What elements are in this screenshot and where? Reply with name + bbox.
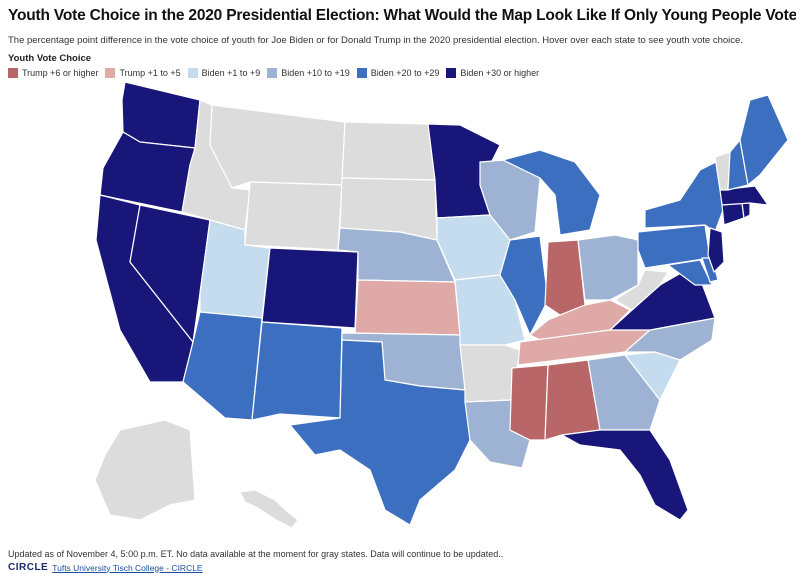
- state-rhode-island[interactable]: [741, 202, 751, 219]
- legend-swatch: [446, 68, 457, 78]
- state-new-mexico[interactable]: [251, 321, 343, 421]
- legend-swatch: [8, 68, 18, 78]
- state-new-jersey[interactable]: [707, 227, 725, 273]
- state-west-virginia[interactable]: [614, 269, 669, 311]
- legend-label: Biden +10 to +19: [281, 68, 350, 78]
- state-new-york[interactable]: [644, 159, 726, 233]
- legend-swatch: [105, 68, 116, 78]
- legend-label: Biden +20 to +29: [370, 68, 440, 78]
- legend-label: Biden +30 or higher: [460, 68, 540, 78]
- credit-link[interactable]: Tufts University Tisch College - CIRCLE: [52, 562, 203, 573]
- legend-item-biden30[interactable]: Biden +30 or higher: [446, 68, 539, 78]
- state-connecticut[interactable]: [721, 202, 745, 226]
- state-maryland[interactable]: [667, 259, 713, 286]
- legend-swatch: [187, 68, 198, 78]
- map-title: Youth Vote Choice in the 2020 Presidenti…: [8, 7, 796, 24]
- legend-item-trump1[interactable]: Trump +1 to +5: [105, 68, 181, 78]
- legend-label: Biden +1 to +9: [201, 68, 261, 78]
- state-hawaii[interactable]: [239, 489, 299, 529]
- legend-item-biden20[interactable]: Biden +20 to +29: [356, 68, 440, 78]
- state-georgia[interactable]: [587, 354, 661, 431]
- legend-item-biden1[interactable]: Biden +1 to +9: [187, 68, 261, 78]
- footer-note: Updated as of November 4, 5:00 p.m. ET. …: [8, 549, 504, 559]
- legend-label: Trump +6 or higher: [22, 68, 99, 78]
- state-wyoming[interactable]: [244, 181, 343, 251]
- credit-line: CIRCLE Tufts University Tisch College - …: [8, 562, 203, 573]
- state-alaska[interactable]: [94, 419, 196, 521]
- state-maine[interactable]: [739, 94, 789, 186]
- map-subtitle: The percentage point difference in the v…: [8, 35, 743, 46]
- legend-item-biden10[interactable]: Biden +10 to +19: [267, 68, 350, 78]
- state-nevada[interactable]: [129, 204, 211, 343]
- legend-swatch: [356, 68, 367, 78]
- legend-swatch: [267, 68, 278, 78]
- state-texas[interactable]: [289, 339, 471, 526]
- state-florida[interactable]: [561, 429, 689, 521]
- legend: Trump +6 or higher Trump +1 to +5 Biden …: [8, 68, 539, 78]
- state-mississippi[interactable]: [509, 364, 549, 441]
- legend-item-trump6[interactable]: Trump +6 or higher: [8, 68, 98, 78]
- state-kansas[interactable]: [354, 279, 461, 336]
- state-north-dakota[interactable]: [341, 121, 436, 181]
- state-colorado[interactable]: [261, 247, 359, 329]
- circle-logo: CIRCLE: [8, 562, 49, 573]
- legend-label: Trump +1 to +5: [119, 68, 181, 78]
- state-montana[interactable]: [209, 104, 346, 189]
- state-massachusetts[interactable]: [719, 185, 769, 206]
- state-michigan[interactable]: [502, 149, 601, 236]
- legend-title: Youth Vote Choice: [8, 53, 92, 64]
- state-arizona[interactable]: [182, 311, 263, 421]
